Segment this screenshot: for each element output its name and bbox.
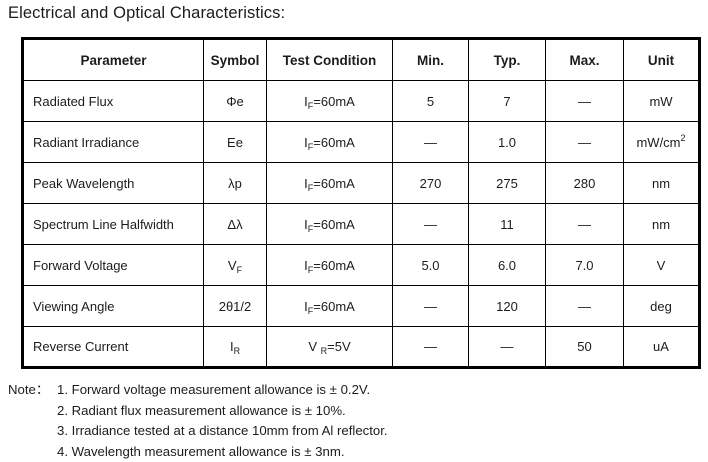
page-title: Electrical and Optical Characteristics: [8,4,286,22]
header-unit: Unit [623,38,700,81]
symbol-cell: Δλ [203,203,267,245]
table-row-radiated-flux: Radiated Flux Φe IF=60mA 5 7 — mW [22,80,700,122]
typ-cell: 120 [468,285,546,327]
table-row-peak-wavelength: Peak Wavelength λp IF=60mA 270 275 280 n… [22,162,700,204]
symbol-cell: IR [203,326,267,368]
test-condition-cell: IF=60mA [266,162,393,204]
test-condition-cell: IF=60mA [266,244,393,286]
unit-cell: V [623,244,700,286]
symbol-cell: Ee [203,121,267,163]
table-row-spectrum-line-halfwidth: Spectrum Line Halfwidth Δλ IF=60mA — 11 … [22,203,700,245]
typ-cell: 7 [468,80,546,122]
unit-cell: mW [623,80,700,122]
typ-cell: 275 [468,162,546,204]
note-label: Note： [8,382,50,397]
header-parameter: Parameter [22,38,204,81]
min-cell: 5.0 [392,244,469,286]
test-condition-cell: IF=60mA [266,121,393,163]
min-cell: — [392,121,469,163]
unit-cell: uA [623,326,700,368]
unit-cell: mW/cm2 [623,121,700,163]
header-symbol: Symbol [203,38,267,81]
max-cell: — [545,203,624,245]
parameter-cell: Forward Voltage [22,244,204,286]
notes-section: Note： 1. Forward voltage measurement all… [8,380,388,462]
typ-cell: 11 [468,203,546,245]
unit-cell: deg [623,285,700,327]
table-header-row: Parameter Symbol Test Condition Min. Typ… [22,38,700,81]
parameter-cell: Viewing Angle [22,285,204,327]
typ-cell: 1.0 [468,121,546,163]
symbol-cell: λp [203,162,267,204]
parameter-cell: Peak Wavelength [22,162,204,204]
max-cell: 280 [545,162,624,204]
test-condition-cell: V R=5V [266,326,393,368]
min-cell: — [392,285,469,327]
table-row-reverse-current: Reverse Current IR V R=5V — — 50 uA [22,326,700,368]
note-item-2: 2. Radiant flux measurement allowance is… [57,402,346,418]
min-cell: — [392,203,469,245]
parameter-cell: Radiated Flux [22,80,204,122]
test-condition-cell: IF=60mA [266,203,393,245]
typ-cell: — [468,326,546,368]
max-cell: 7.0 [545,244,624,286]
unit-cell: nm [623,203,700,245]
characteristics-table: Parameter Symbol Test Condition Min. Typ… [21,37,701,369]
parameter-cell: Radiant Irradiance [22,121,204,163]
note-item-4: 4. Wavelength measurement allowance is ±… [57,444,345,460]
table-row-forward-voltage: Forward Voltage VF IF=60mA 5.0 6.0 7.0 V [22,244,700,286]
test-condition-cell: IF=60mA [266,80,393,122]
test-condition-cell: IF=60mA [266,285,393,327]
unit-cell: nm [623,162,700,204]
symbol-cell: VF [203,244,267,286]
table-row-radiant-irradiance: Radiant Irradiance Ee IF=60mA — 1.0 — mW… [22,121,700,163]
header-typ: Typ. [468,38,546,81]
typ-cell: 6.0 [468,244,546,286]
header-test-condition: Test Condition [266,38,393,81]
header-max: Max. [545,38,624,81]
parameter-cell: Spectrum Line Halfwidth [22,203,204,245]
max-cell: — [545,80,624,122]
max-cell: 50 [545,326,624,368]
min-cell: 5 [392,80,469,122]
note-items: 1. Forward voltage measurement allowance… [57,380,388,462]
parameter-cell: Reverse Current [22,326,204,368]
max-cell: — [545,121,624,163]
symbol-cell: Φe [203,80,267,122]
note-item-3: 3. Irradiance tested at a distance 10mm … [57,423,388,439]
table-row-viewing-angle: Viewing Angle 2θ1/2 IF=60mA — 120 — deg [22,285,700,327]
symbol-cell: 2θ1/2 [203,285,267,327]
header-min: Min. [392,38,469,81]
min-cell: 270 [392,162,469,204]
max-cell: — [545,285,624,327]
note-item-1: 1. Forward voltage measurement allowance… [57,382,371,397]
min-cell: — [392,326,469,368]
